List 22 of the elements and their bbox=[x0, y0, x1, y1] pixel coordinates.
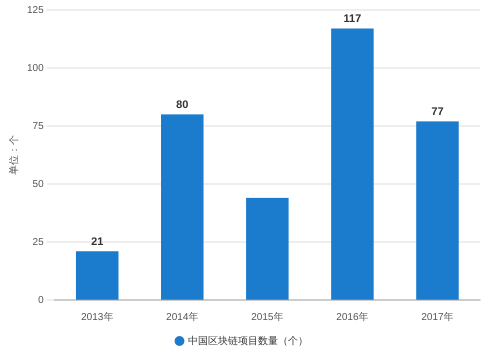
y-tick-label: 50 bbox=[32, 178, 44, 190]
y-tick-label: 0 bbox=[38, 294, 44, 306]
y-tick-label: 100 bbox=[26, 62, 44, 74]
data-label: 117 bbox=[344, 13, 362, 26]
y-tick-label: 125 bbox=[26, 4, 44, 16]
data-label: 21 bbox=[91, 236, 104, 248]
y-axis-title: 单位：个 bbox=[8, 135, 20, 175]
x-tick-label: 2015年 bbox=[251, 310, 284, 323]
bar bbox=[246, 198, 289, 300]
x-tick-label: 2013年 bbox=[81, 310, 114, 323]
bar bbox=[416, 121, 459, 300]
y-tick-label: 75 bbox=[32, 120, 44, 132]
x-tick-label: 2016年 bbox=[336, 310, 369, 323]
bar bbox=[161, 114, 204, 300]
data-label: 77 bbox=[431, 106, 444, 118]
bar bbox=[331, 28, 374, 300]
x-tick-label: 2014年 bbox=[166, 310, 198, 323]
data-label: 80 bbox=[176, 98, 188, 111]
x-tick-label: 2017年 bbox=[421, 310, 454, 323]
legend-label: 中国区块链项目数量（个） bbox=[188, 334, 308, 347]
bar bbox=[76, 251, 118, 300]
y-tick-label: 25 bbox=[32, 236, 44, 248]
